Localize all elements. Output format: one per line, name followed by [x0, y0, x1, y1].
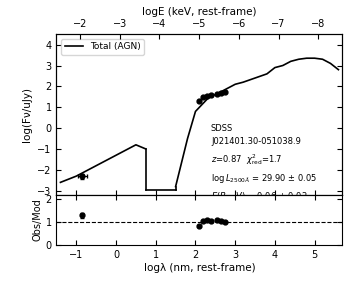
Y-axis label: Obs/Mod: Obs/Mod [32, 199, 43, 241]
Y-axis label: log(Fν/uJy): log(Fν/uJy) [22, 87, 32, 142]
Legend: Total (AGN): Total (AGN) [61, 39, 144, 55]
X-axis label: logλ (nm, rest-frame): logλ (nm, rest-frame) [144, 263, 255, 273]
X-axis label: logE (keV, rest-frame): logE (keV, rest-frame) [142, 7, 257, 17]
Text: SDSS
J021401.30-051038.9
$z$=0.87  $\chi^2_{\rm red}$=1.7
$\log L_{2500\AA}$ = 2: SDSS J021401.30-051038.9 $z$=0.87 $\chi^… [211, 124, 317, 201]
